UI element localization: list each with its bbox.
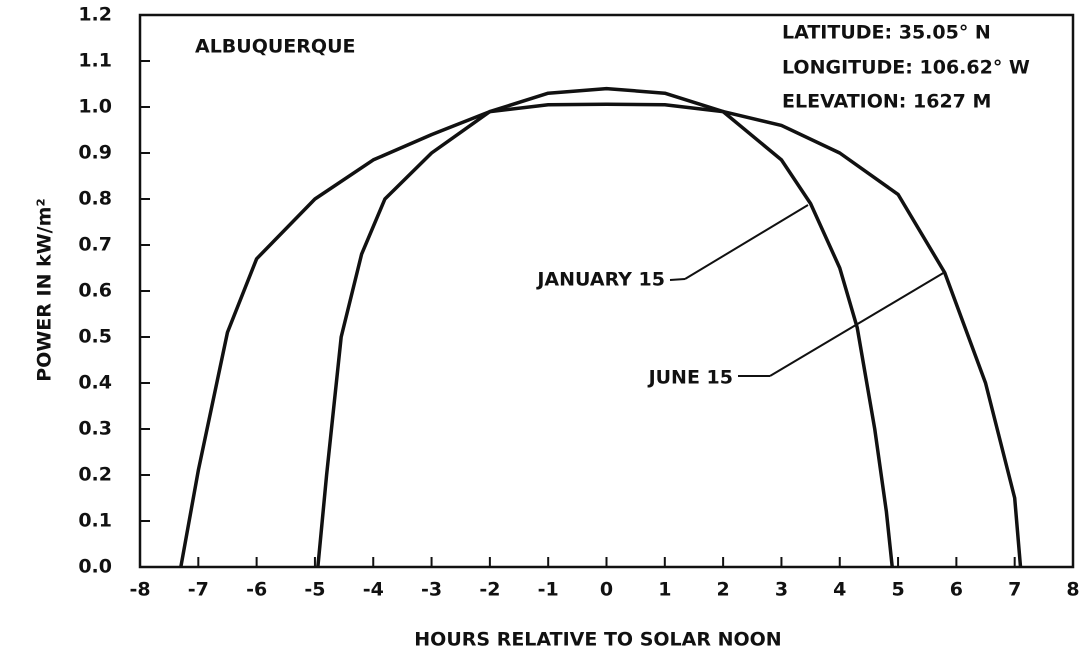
- x-tick-label: -4: [363, 579, 384, 601]
- y-tick-label: 0.0: [78, 556, 112, 578]
- x-tick-label: 3: [775, 579, 788, 601]
- series-line: [316, 86, 894, 568]
- annotation: LONGITUDE: 106.62° W: [782, 57, 1030, 79]
- x-tick-label: -5: [304, 579, 325, 601]
- x-tick-label: -1: [538, 579, 559, 601]
- x-tick-label: 7: [1008, 579, 1021, 601]
- x-tick-label: -8: [129, 579, 150, 601]
- series-label: JUNE 15: [647, 367, 733, 389]
- x-tick-label: -6: [246, 579, 267, 601]
- x-tick-label: -3: [421, 579, 442, 601]
- y-tick-label: 0.6: [78, 280, 112, 302]
- leader-line: [669, 278, 686, 281]
- x-tick-label: 1: [658, 579, 671, 601]
- y-tick-label: 0.7: [78, 234, 112, 256]
- y-tick-label: 0.4: [78, 372, 112, 394]
- x-axis-label: HOURS RELATIVE TO SOLAR NOON: [414, 629, 781, 651]
- x-tick-label: -7: [188, 579, 209, 601]
- x-tick-label: 0: [600, 579, 613, 601]
- annotation: ALBUQUERQUE: [195, 36, 355, 58]
- y-tick-label: 0.5: [78, 326, 112, 348]
- series-line: [179, 102, 1023, 568]
- x-tick-label: -2: [479, 579, 500, 601]
- x-tick-label: 8: [1066, 579, 1079, 601]
- x-tick-label: 4: [833, 579, 846, 601]
- y-tick-label: 0.1: [78, 510, 112, 532]
- y-tick-label: 0.2: [78, 464, 112, 486]
- x-tick-label: 2: [717, 579, 730, 601]
- y-axis-label: POWER IN kW/m²: [34, 198, 56, 382]
- annotation: LATITUDE: 35.05° N: [782, 22, 991, 44]
- y-tick-label: 0.9: [78, 142, 112, 164]
- y-tick-label: 0.3: [78, 418, 112, 440]
- y-tick-label: 1.0: [78, 96, 112, 118]
- series-label: JANUARY 15: [535, 269, 665, 291]
- y-tick-label: 1.1: [78, 50, 112, 72]
- x-tick-label: 5: [891, 579, 904, 601]
- leader-line: [684, 204, 809, 280]
- annotation: ELEVATION: 1627 M: [782, 91, 991, 113]
- x-tick-label: 6: [950, 579, 963, 601]
- y-tick-label: 0.8: [78, 188, 112, 210]
- y-tick-label: 1.2: [78, 4, 112, 26]
